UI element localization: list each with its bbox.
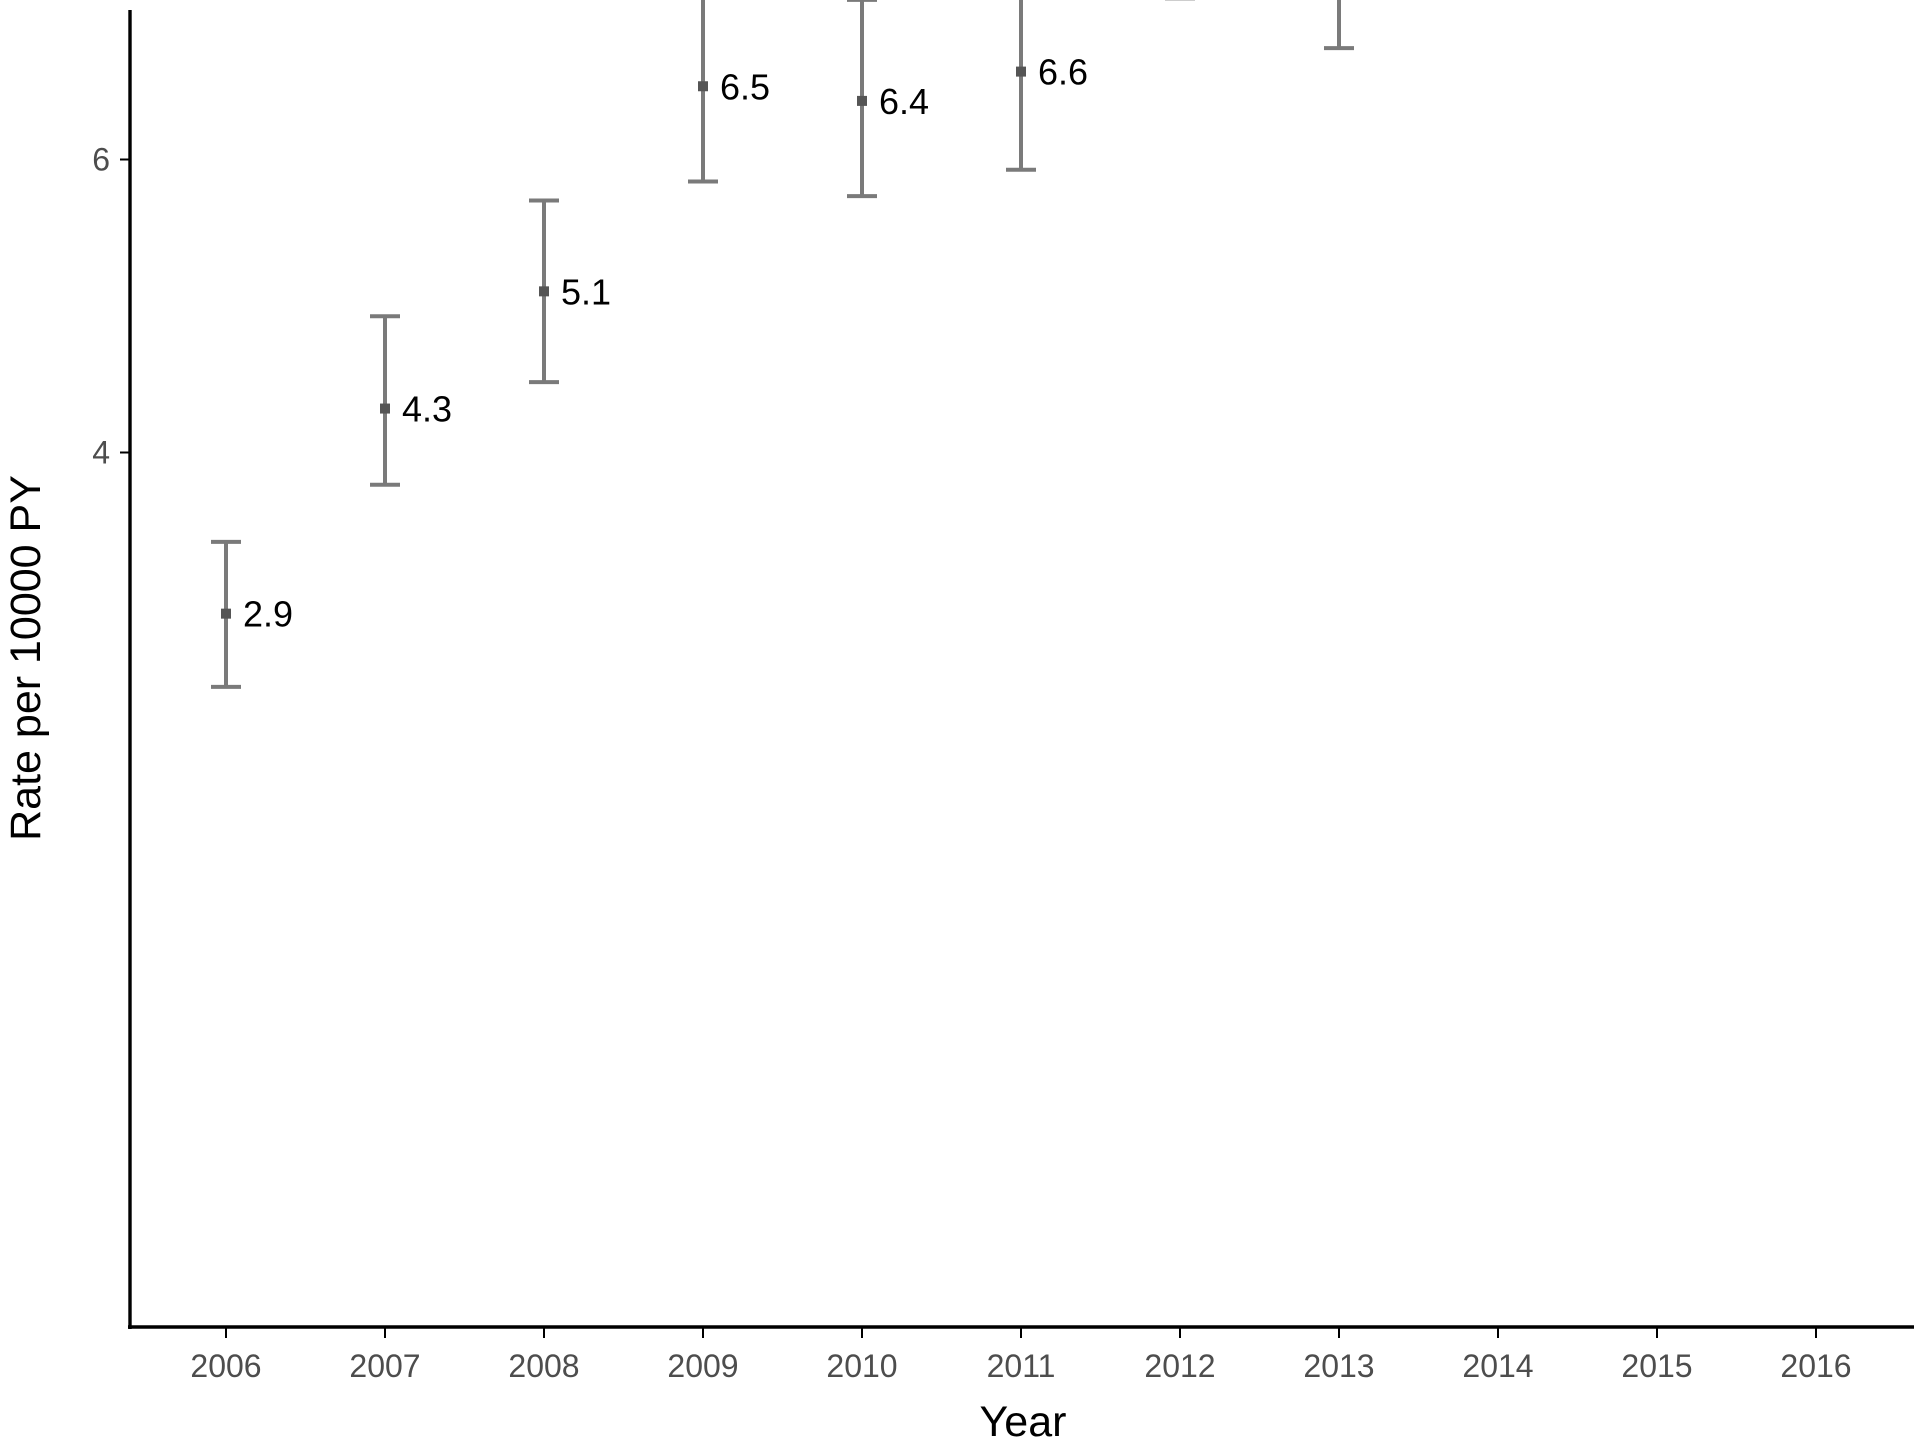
- data-label: 6.6: [1038, 52, 1088, 93]
- y-tick-label: 6: [92, 142, 110, 178]
- x-tick-label: 2010: [826, 1348, 897, 1384]
- data-point-group: 7.4: [1324, 0, 1354, 51]
- data-point-group: 4.3: [370, 314, 452, 487]
- plot-marks: 2.94.35.16.56.46.67.87.48.499.8: [211, 0, 1354, 689]
- x-tick-label: 2014: [1462, 1348, 1533, 1384]
- data-point: [380, 403, 390, 414]
- x-tick-label: 2011: [987, 1348, 1056, 1384]
- data-label: 6.5: [720, 66, 770, 107]
- data-point-group: 6.6: [1006, 0, 1088, 172]
- data-point-group: 6.4: [847, 0, 929, 199]
- data-point: [221, 608, 231, 619]
- x-tick-label: 2006: [190, 1348, 261, 1384]
- x-tick-label: 2015: [1621, 1348, 1692, 1384]
- data-point-group: 6.5: [688, 0, 770, 184]
- x-tick-label: 2008: [508, 1348, 579, 1384]
- data-label: 4.3: [402, 389, 452, 430]
- data-point: [1016, 66, 1026, 77]
- x-axis-ticks: 2006 2007 2008 2009 2010 2011 2012 2013 2014 2015…: [190, 1327, 1852, 1384]
- data-point: [698, 81, 708, 92]
- data-label: 2.9: [243, 594, 293, 635]
- x-tick-label: 2013: [1303, 1348, 1374, 1384]
- data-label: 6.4: [879, 81, 929, 122]
- data-point-group: 2.9: [211, 539, 293, 689]
- data-point: [857, 95, 867, 106]
- data-label: 5.1: [561, 271, 611, 312]
- y-axis-title: Rate per 10000 PY: [2, 475, 50, 841]
- y-tick-label: 4: [92, 435, 110, 471]
- x-tick-label: 2016: [1780, 1348, 1851, 1384]
- data-point: [539, 286, 549, 297]
- x-tick-label: 2012: [1144, 1348, 1215, 1384]
- x-tick-label: 2007: [349, 1348, 420, 1384]
- x-axis-title: Year: [980, 1398, 1067, 1441]
- x-tick-label: 2009: [667, 1348, 738, 1384]
- data-point-group: 5.1: [529, 198, 611, 385]
- y-axis-ticks: 46810: [92, 142, 130, 471]
